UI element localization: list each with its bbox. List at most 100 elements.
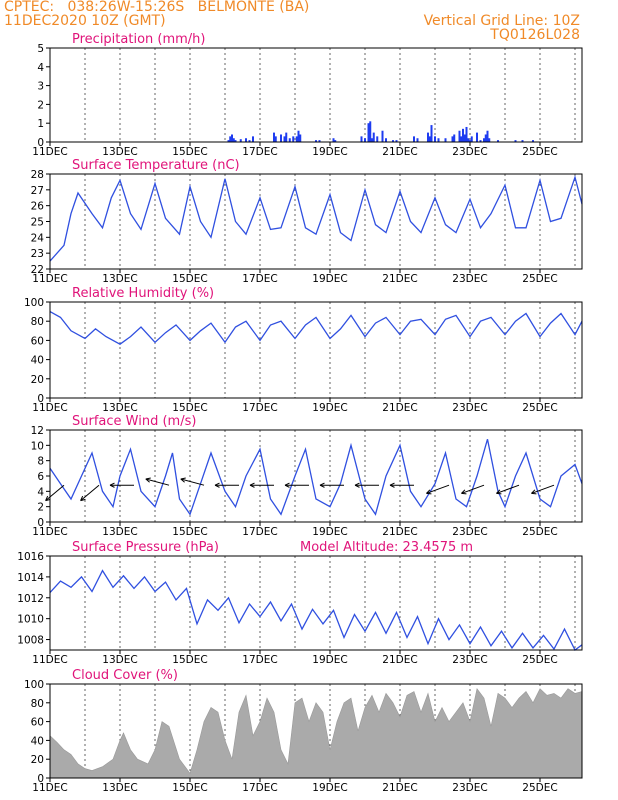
precip-bar — [332, 138, 335, 142]
panel-frame — [49, 429, 583, 523]
precip-bar — [232, 138, 235, 142]
precip-bar — [484, 134, 487, 142]
precip-bar — [521, 140, 524, 142]
precip-bar — [470, 136, 473, 142]
wind-arrow — [45, 484, 65, 502]
x-tick-label: 25DEC — [522, 782, 557, 794]
wind-arrow-head — [145, 478, 150, 483]
precip-bar — [274, 136, 277, 142]
precip-bar — [460, 136, 463, 142]
precip-bar — [483, 138, 485, 142]
x-tick-label: 21DEC — [382, 273, 417, 285]
y-tick-label: 60 — [31, 335, 44, 347]
wind-arrow-head — [531, 489, 536, 494]
precip-bar — [430, 125, 433, 142]
wind-arrow-head — [180, 477, 186, 480]
panel-frame — [49, 301, 583, 399]
x-tick-label: 23DEC — [452, 273, 487, 285]
wind-arrow-head — [45, 495, 49, 501]
precip-bar — [488, 138, 491, 142]
x-tick-label: 11DEC — [32, 273, 67, 285]
rh-line — [49, 311, 583, 345]
precip-bar — [458, 130, 461, 142]
panel-annotation: Model Altitude: 23.4575 m — [300, 540, 473, 555]
x-tick-label: 15DEC — [172, 402, 207, 414]
precip-bar — [451, 136, 454, 142]
wind-arrow-head — [354, 482, 360, 486]
precip-bar — [463, 134, 466, 142]
header: CPTEC: 038:26W-15:26S BELMONTE (BA) 11DE… — [0, 0, 618, 44]
precip-bar — [318, 140, 321, 142]
wind-arrow-head — [109, 484, 115, 488]
y-tick-label: 23 — [31, 248, 44, 260]
x-tick-label: 13DEC — [102, 402, 137, 414]
wind-arrow-head — [284, 484, 290, 488]
x-tick-label: 15DEC — [172, 782, 207, 794]
wind-arrow-head — [80, 498, 86, 502]
y-tick-label: 40 — [31, 735, 44, 747]
y-tick-label: 22 — [31, 264, 44, 276]
precip-bar — [434, 136, 436, 142]
y-tick-label: 80 — [31, 698, 44, 710]
y-tick-label: 0 — [37, 137, 44, 149]
precip-bar — [360, 136, 363, 142]
wind-arrow-head — [426, 489, 431, 494]
y-tick-label: 10 — [31, 440, 44, 452]
precip-bar — [239, 139, 242, 142]
panel-frame — [49, 47, 583, 143]
wind-arrow — [461, 484, 485, 494]
precip-bar — [234, 140, 237, 142]
panel-title: Surface Wind (m/s) — [72, 414, 196, 429]
wind-arrow-head — [319, 484, 325, 488]
x-tick-label: 23DEC — [452, 526, 487, 538]
wind-arrow-head — [354, 484, 360, 488]
precip-bar — [427, 132, 429, 142]
precip-bar — [299, 134, 302, 142]
precip-bar — [385, 138, 387, 142]
precip-bar — [280, 134, 282, 142]
panel-title: Surface Pressure (hPa) — [72, 540, 219, 555]
y-tick-label: 20 — [31, 754, 44, 766]
x-tick-label: 19DEC — [312, 146, 347, 158]
y-tick-label: 20 — [31, 374, 44, 386]
precip-bar — [369, 121, 372, 142]
wind-arrow — [145, 478, 170, 486]
precip-bar — [273, 132, 275, 142]
y-tick-label: 4 — [37, 486, 44, 498]
x-tick-label: 25DEC — [522, 273, 557, 285]
x-tick-label: 25DEC — [522, 146, 557, 158]
y-tick-label: 25 — [31, 217, 44, 229]
wind-arrow — [496, 484, 520, 494]
wind-arrow-head — [109, 482, 115, 486]
precip-bar — [227, 140, 230, 142]
precip-bar — [367, 123, 370, 142]
y-tick-label: 100 — [24, 679, 44, 691]
x-tick-label: 11DEC — [32, 526, 67, 538]
y-tick-label: 6 — [37, 471, 44, 483]
precip-bar — [229, 136, 232, 142]
x-tick-label: 21DEC — [382, 654, 417, 666]
y-tick-label: 28 — [31, 169, 44, 181]
precip-bar — [231, 134, 233, 142]
wind-arrow-head — [389, 484, 395, 488]
wind-arrow-head — [389, 482, 395, 486]
y-tick-label: 100 — [24, 297, 44, 309]
precip-bar — [334, 140, 337, 142]
precip-bar — [371, 138, 373, 142]
x-tick-label: 25DEC — [522, 402, 557, 414]
x-tick-label: 19DEC — [312, 782, 347, 794]
y-tick-label: 1008 — [17, 635, 44, 647]
precip-bar — [248, 140, 251, 142]
grid-note-label: Vertical Grid Line: 10Z — [423, 13, 580, 29]
cloud-cover-area — [49, 687, 583, 779]
temp-line — [49, 174, 583, 262]
precip-bar — [462, 128, 464, 142]
panel-frame — [49, 683, 583, 779]
wind-arrow-head — [249, 482, 255, 486]
x-tick-label: 13DEC — [102, 146, 137, 158]
init-time-label: 11DEC2020 10Z (GMT) — [4, 13, 166, 29]
wind-arrow-head — [496, 489, 501, 494]
x-tick-label: 23DEC — [452, 402, 487, 414]
wind-arrow-head — [180, 478, 185, 483]
